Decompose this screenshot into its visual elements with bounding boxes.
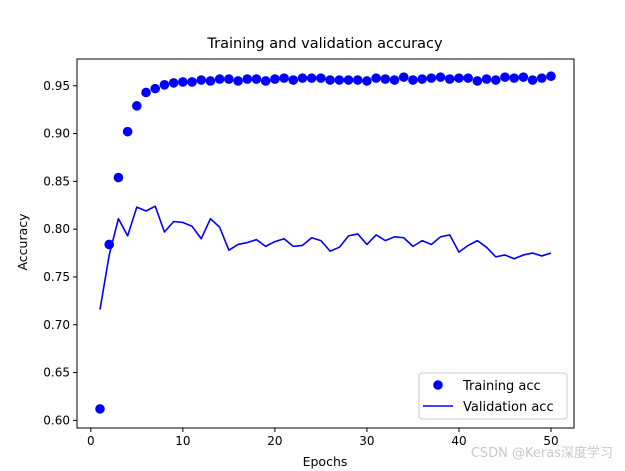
training-acc-point bbox=[472, 76, 483, 86]
training-acc-point bbox=[500, 72, 510, 82]
x-tick-label: 10 bbox=[175, 434, 190, 448]
training-acc-point bbox=[463, 73, 473, 83]
plot-area: 0 10 20 30 40 50 0.60 0.65 0.70 0.75 0.80 0.85 0.90 0… bbox=[43, 58, 575, 448]
training-acc-point bbox=[417, 74, 427, 84]
training-acc-point bbox=[141, 87, 151, 98]
training-acc-point bbox=[518, 72, 529, 82]
training-acc-point bbox=[168, 78, 179, 88]
training-acc-point bbox=[242, 74, 253, 84]
training-acc-point bbox=[490, 75, 501, 85]
training-acc-point bbox=[270, 74, 280, 84]
training-acc-point bbox=[187, 77, 197, 87]
training-acc-point bbox=[178, 77, 188, 87]
training-acc-point bbox=[279, 73, 289, 83]
training-acc-point bbox=[224, 74, 234, 84]
training-acc-point bbox=[150, 83, 161, 94]
training-acc-point bbox=[546, 71, 556, 82]
training-acc-point bbox=[426, 73, 437, 83]
legend-training-label: Training acc bbox=[462, 379, 541, 394]
training-acc-point bbox=[334, 75, 345, 85]
x-tick-label: 40 bbox=[451, 434, 466, 448]
training-acc-point bbox=[343, 75, 354, 85]
chart-title: Training and validation accuracy bbox=[206, 36, 443, 52]
training-acc-point bbox=[251, 74, 262, 84]
y-tick-label: 0.65 bbox=[43, 366, 70, 380]
y-tick-label: 0.90 bbox=[43, 127, 70, 141]
training-acc-point bbox=[196, 75, 207, 85]
y-tick-label: 0.75 bbox=[43, 270, 70, 284]
legend-training-marker bbox=[433, 380, 443, 390]
validation-acc-line bbox=[99, 205, 552, 310]
training-acc-point bbox=[325, 75, 335, 85]
training-acc-point bbox=[159, 80, 170, 90]
training-acc-point bbox=[454, 73, 464, 83]
legend: Training acc Validation acc bbox=[418, 372, 568, 420]
x-axis-label: Epochs bbox=[303, 454, 348, 469]
y-tick-label: 0.80 bbox=[43, 222, 70, 236]
y-tick-label: 0.60 bbox=[43, 413, 70, 427]
y-tick-label: 0.70 bbox=[43, 318, 70, 332]
training-acc-point bbox=[95, 404, 105, 414]
training-acc-point bbox=[104, 239, 115, 250]
training-acc-point bbox=[435, 72, 446, 82]
y-axis-label: Accuracy bbox=[15, 213, 30, 271]
watermark: CSDN @Keras深度学习 bbox=[470, 446, 613, 461]
training-acc-point bbox=[389, 75, 400, 85]
training-acc-point bbox=[398, 72, 409, 82]
training-acc-point bbox=[371, 73, 381, 83]
x-tick-label: 0 bbox=[87, 434, 95, 448]
x-tick-label: 50 bbox=[543, 434, 558, 448]
training-acc-point bbox=[214, 74, 225, 84]
training-acc-point bbox=[233, 76, 243, 86]
training-acc-point bbox=[509, 73, 519, 83]
training-acc-point bbox=[527, 75, 538, 85]
training-acc-point bbox=[316, 73, 326, 83]
training-acc-point bbox=[362, 76, 372, 86]
x-tick-label: 20 bbox=[267, 434, 282, 448]
training-acc-point bbox=[132, 101, 142, 111]
training-acc-point bbox=[205, 76, 216, 86]
y-tick-label: 0.95 bbox=[43, 79, 70, 93]
training-acc-point bbox=[352, 75, 363, 85]
training-acc-point bbox=[260, 76, 271, 86]
training-acc-point bbox=[297, 73, 308, 83]
x-tick-label: 30 bbox=[359, 434, 374, 448]
training-acc-point bbox=[408, 75, 418, 85]
legend-validation-label: Validation acc bbox=[463, 400, 554, 415]
y-tick-label: 0.85 bbox=[43, 174, 70, 188]
training-acc-point bbox=[288, 75, 299, 85]
training-acc-point bbox=[306, 73, 317, 83]
axes-frame bbox=[76, 58, 575, 429]
training-acc-point bbox=[122, 126, 133, 137]
training-acc-point bbox=[444, 74, 455, 84]
training-acc-point bbox=[113, 172, 124, 183]
training-acc-point bbox=[536, 73, 547, 83]
legend-box bbox=[418, 372, 568, 420]
training-acc-point bbox=[481, 74, 492, 84]
training-acc-point bbox=[380, 74, 391, 84]
